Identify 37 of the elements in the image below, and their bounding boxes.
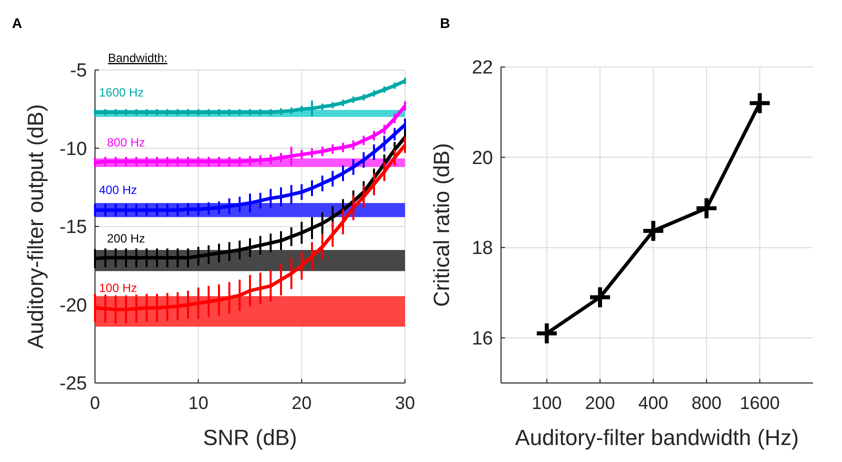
y-axis-title: Auditory-filter output (dB) xyxy=(23,104,48,349)
line-series xyxy=(93,104,407,164)
y-axis-title: Critical ratio (dB) xyxy=(429,143,454,307)
y-tick-label: 16 xyxy=(472,328,493,350)
y-tick-label: 22 xyxy=(472,58,493,79)
series-label: 1600 Hz xyxy=(99,85,144,100)
x-axis-title: SNR (dB) xyxy=(202,425,298,450)
y-tick-label: -5 xyxy=(70,60,87,82)
point xyxy=(534,321,559,346)
series-label: 800 Hz xyxy=(107,135,146,150)
point xyxy=(694,196,719,220)
line-series xyxy=(93,79,407,114)
point xyxy=(748,91,772,116)
x-tick-label: 10 xyxy=(188,393,208,413)
y-tick-label: 20 xyxy=(472,148,493,169)
series-label: 200 Hz xyxy=(107,232,146,246)
chart-title: A xyxy=(12,15,22,31)
point xyxy=(641,218,666,243)
y-tick-label: -25 xyxy=(60,374,87,395)
x-tick-label: 400 xyxy=(638,393,668,413)
series-label: 400 Hz xyxy=(99,183,138,198)
x-tick-label: 0 xyxy=(90,393,100,413)
point xyxy=(588,285,612,310)
legend-title: Bandwidth: xyxy=(108,51,168,65)
x-tick-label: 20 xyxy=(292,393,312,413)
y-tick-label: -20 xyxy=(60,295,87,316)
x-tick-label: 30 xyxy=(394,393,416,413)
x-tick-label: 1600 xyxy=(740,393,780,413)
x-axis-title: Auditory-filter bandwidth (Hz) xyxy=(515,425,799,450)
y-tick-label: -15 xyxy=(60,217,87,238)
x-tick-label: 800 xyxy=(691,393,722,413)
chart-title: B xyxy=(440,15,450,31)
x-tick-label: 100 xyxy=(532,393,562,413)
y-tick-label: -10 xyxy=(60,138,87,160)
x-tick-label: 200 xyxy=(585,393,616,413)
series-label: 100 Hz xyxy=(99,280,138,295)
y-tick-label: 18 xyxy=(472,238,493,260)
